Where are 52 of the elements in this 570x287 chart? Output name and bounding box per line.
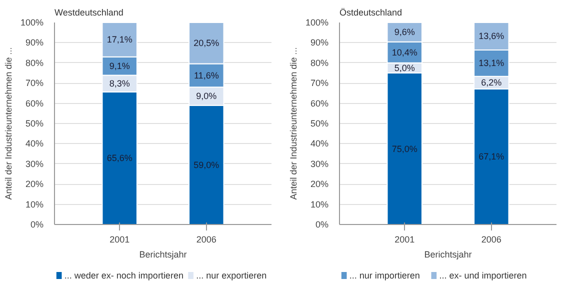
data-label: 9,0% [196,91,217,102]
chart-title: Östdeutschland [340,8,402,18]
y-tick-label: 20% [310,179,328,190]
x-tick-label: 2006 [481,234,502,244]
x-axis-title: Berichtsjahr [424,250,472,260]
y-tick-label: 40% [310,138,328,149]
y-tick-label: 100% [305,18,329,28]
data-label: 67,1% [478,152,504,162]
y-tick-label: 80% [310,58,328,68]
data-label: 11,6% [194,70,219,80]
y-tick-label: 30% [25,158,44,169]
y-axis-title: Anteil der Industrieunternehmen die ... [288,47,298,200]
data-label: 17,1% [106,34,132,45]
y-tick-label: 0% [30,220,44,230]
y-tick-label: 60% [310,98,328,108]
y-tick-label: 70% [25,78,44,88]
y-tick-label: 90% [25,38,44,48]
y-tick-label: 50% [25,118,44,128]
legend-label: ... nur exportieren [196,270,267,280]
y-tick-label: 80% [25,58,44,68]
y-tick-label: 50% [310,118,328,128]
y-tick-label: 40% [25,138,44,149]
y-tick-label: 30% [310,158,328,169]
y-tick-label: 10% [310,199,328,210]
y-tick-label: 0% [315,220,329,230]
legend-label: ... weder ex- noch importieren [64,270,184,280]
data-label: 59,0% [194,160,220,170]
data-label: 20,5% [194,38,220,48]
chart-title: Westdeutschland [54,8,124,18]
data-label: 13,1% [478,58,504,68]
x-tick-label: 2006 [196,234,216,244]
y-tick-label: 90% [310,38,328,48]
data-label: 9,1% [109,61,130,72]
y-tick-label: 70% [310,78,328,88]
legend-label: ... nur importieren [349,270,420,280]
data-label: 75,0% [392,144,418,154]
data-label: 5,0% [394,62,415,73]
x-tick-label: 2001 [110,234,130,244]
x-axis-title: Berichtsjahr [139,250,187,260]
data-label: 9,6% [394,27,415,38]
data-label: 13,6% [478,31,504,42]
data-label: 10,4% [392,47,418,58]
legend-label: ... ex- und importieren [439,270,527,280]
x-tick-label: 2001 [394,234,415,244]
y-tick-label: 100% [20,18,44,28]
y-tick-label: 10% [25,199,44,210]
data-label: 8,3% [109,78,130,89]
data-label: 6,2% [481,78,502,88]
data-label: 65,6% [106,153,132,164]
y-axis-title: Anteil der Industrieunternehmen die ... [3,47,14,200]
y-tick-label: 20% [25,179,44,190]
y-tick-label: 60% [25,98,44,108]
